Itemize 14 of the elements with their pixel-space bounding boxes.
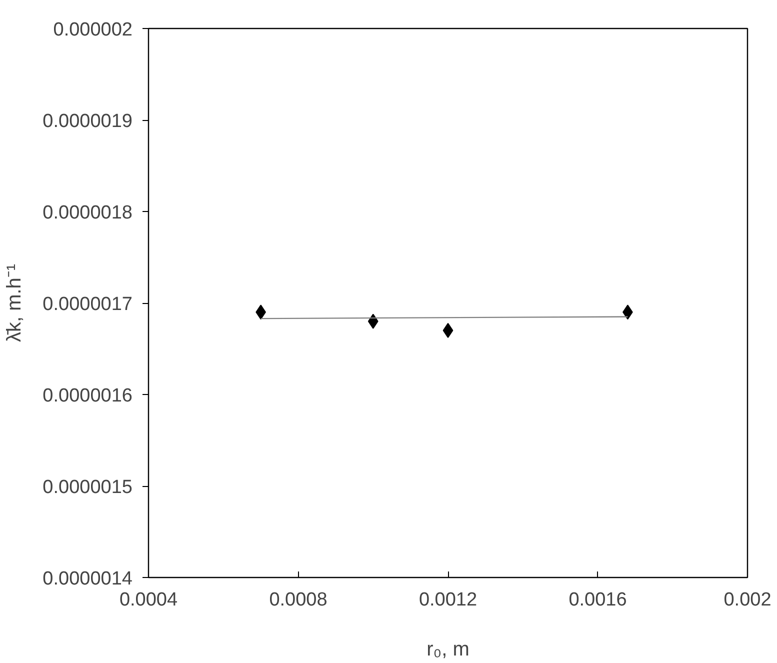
y-axis-title: λ̄k, m.h⁻¹	[4, 264, 26, 342]
x-axis-title: r₀, m	[426, 638, 470, 660]
x-tick-label: 0.002	[724, 590, 772, 610]
y-tick-label: 0.0000014	[42, 568, 133, 590]
y-tick-label: 0.0000015	[42, 477, 133, 498]
y-tick-label: 0.0000019	[42, 111, 133, 132]
x-tick-label: 0.0016	[568, 590, 627, 610]
x-tick-label: 0.0012	[418, 590, 478, 610]
x-tick-label: 0.0004	[119, 590, 178, 610]
y-tick-label: 0.000002	[53, 20, 133, 40]
y-tick-label: 0.0000016	[42, 386, 133, 406]
y-tick-label: 0.0000018	[42, 202, 133, 224]
x-tick-label: 0.0008	[269, 590, 328, 610]
y-tick-label: 0.0000017	[42, 294, 133, 315]
